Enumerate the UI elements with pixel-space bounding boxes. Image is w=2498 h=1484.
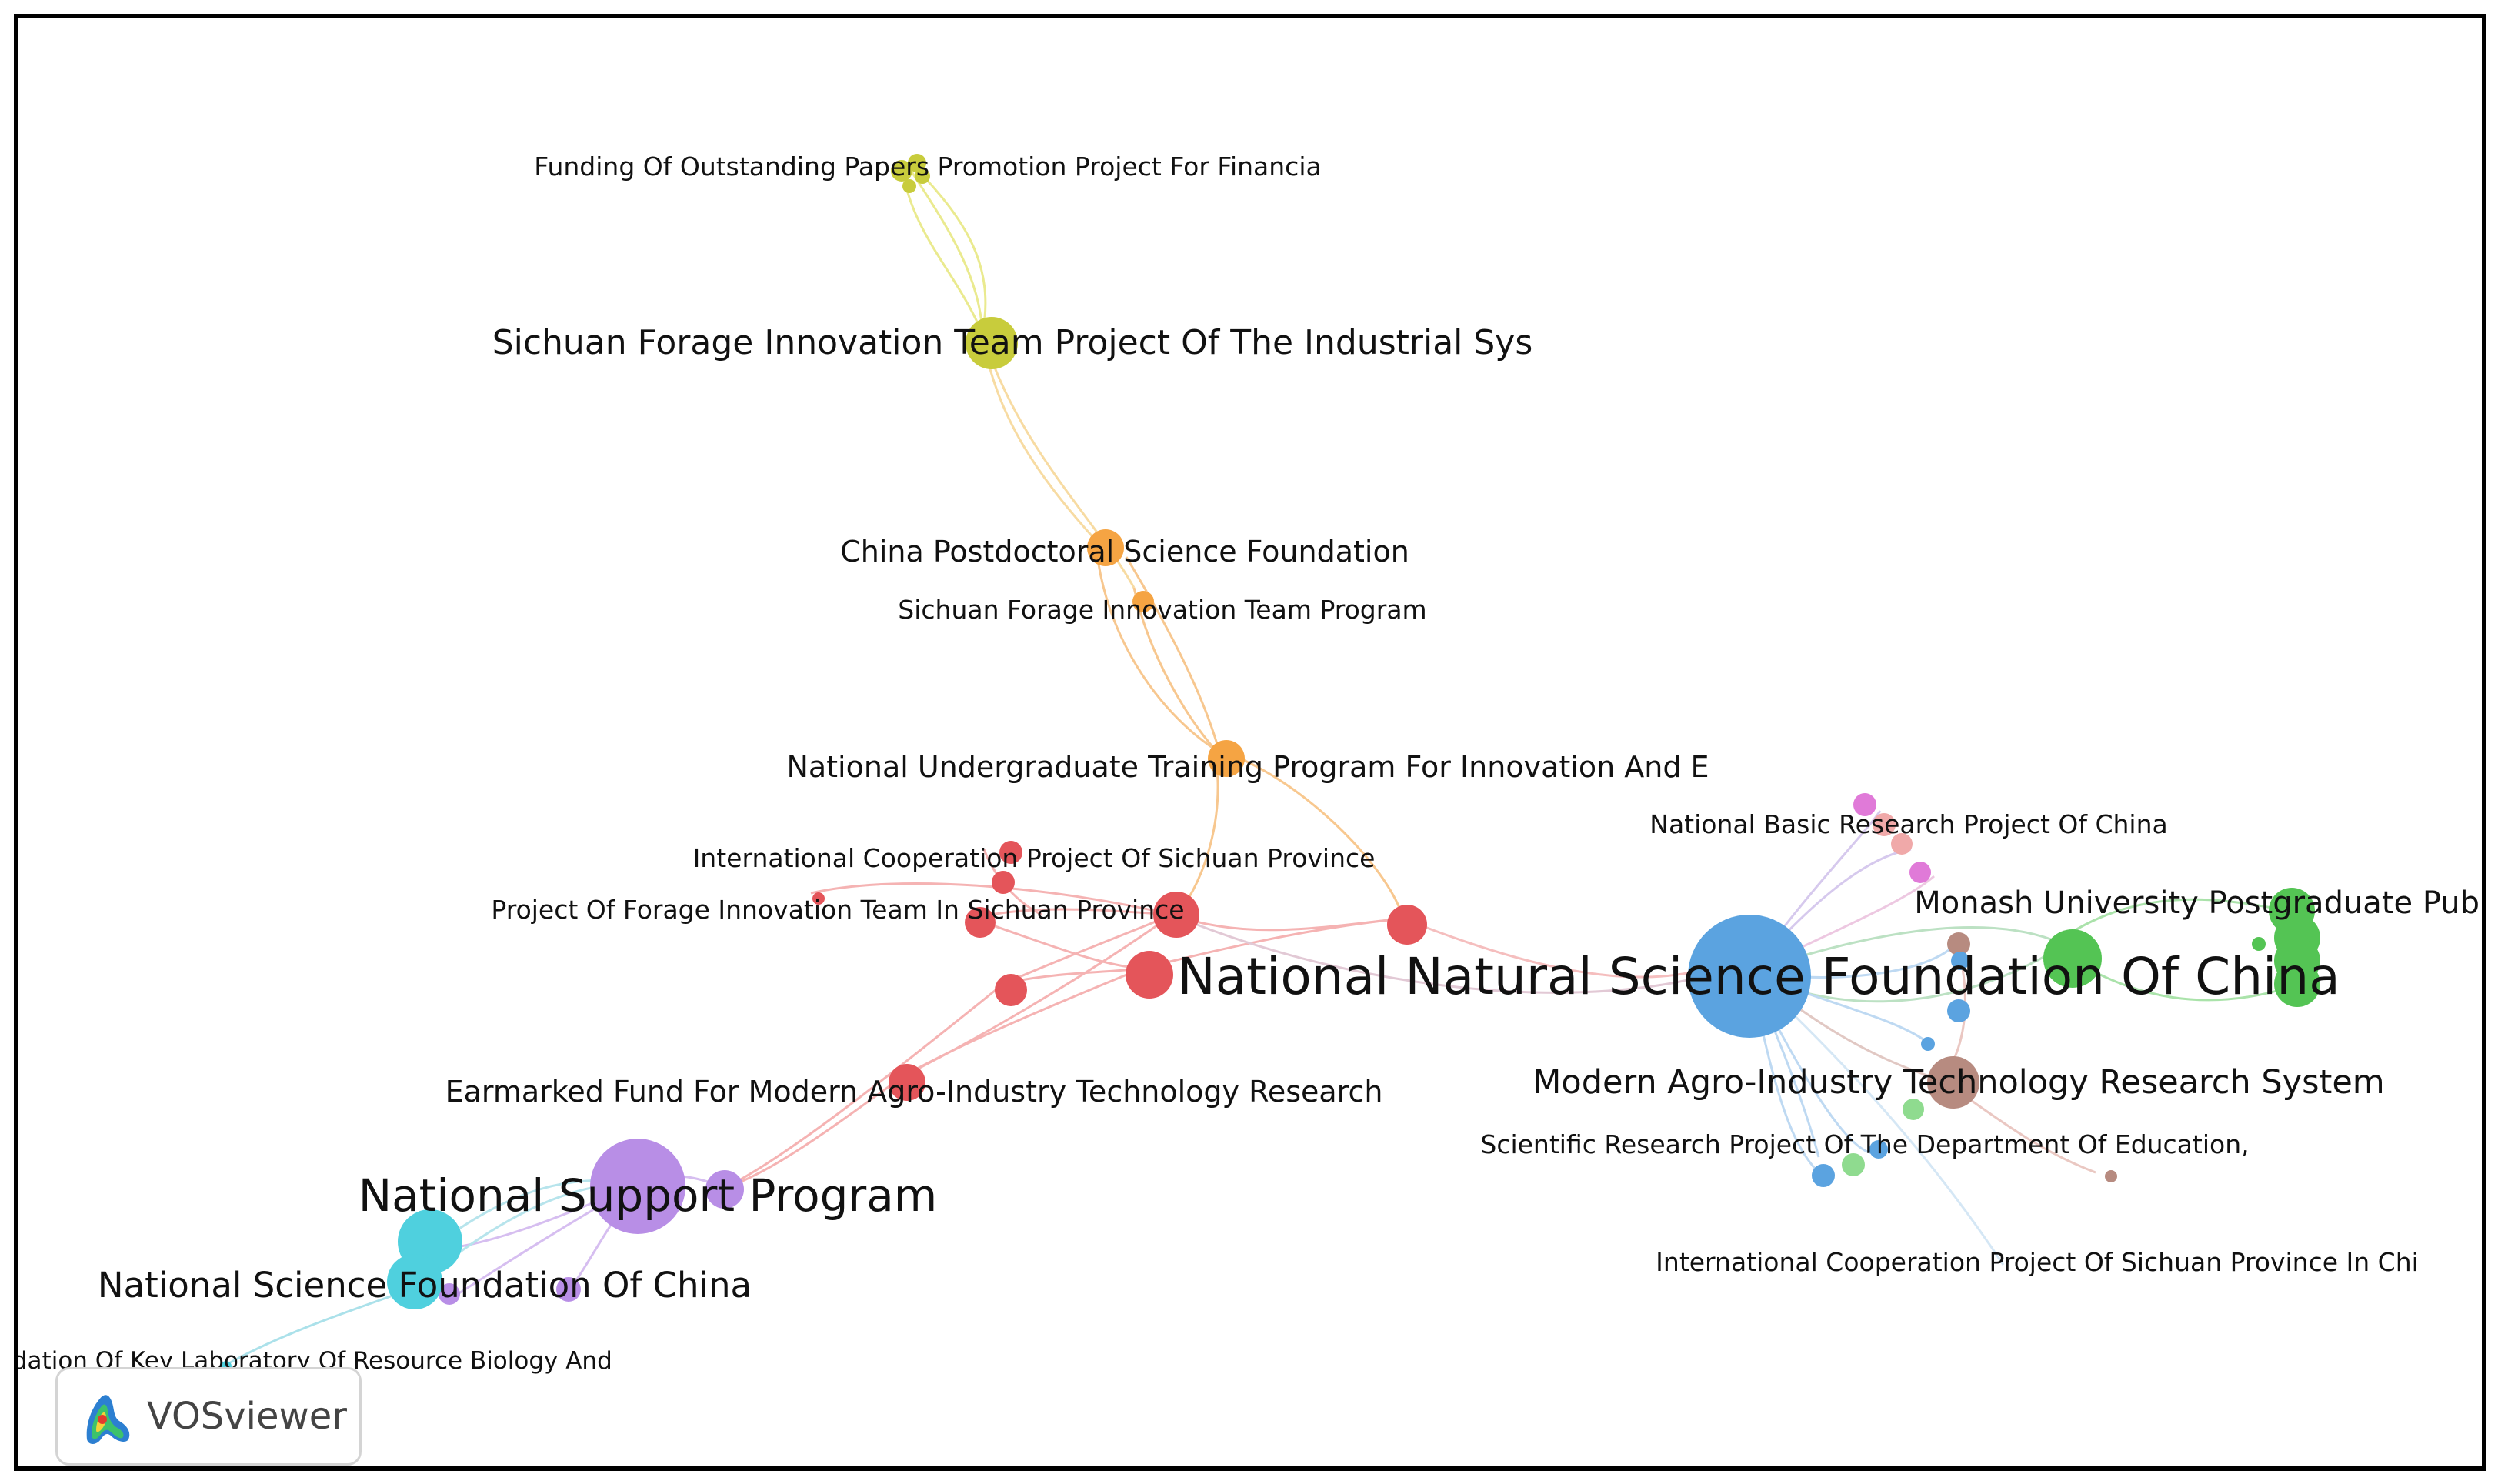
label-funding: Funding Of Outstanding Papers Promotion …	[534, 152, 1321, 182]
edge-cpsf-nutp-2	[1125, 556, 1220, 750]
node-monash-hub[interactable]	[2043, 929, 2102, 988]
network-canvas: Funding Of Outstanding Papers Promotion …	[14, 14, 2486, 1471]
edge-red-2	[972, 908, 1173, 920]
node-blue-d[interactable]	[1869, 1140, 1888, 1159]
node-blue-a[interactable]	[1951, 952, 1969, 970]
edge-nsf-fklrb	[225, 1286, 415, 1366]
vosviewer-badge: VOSviewer	[55, 1367, 362, 1466]
node-nnsfc[interactable]	[1688, 915, 1811, 1038]
node-nutp[interactable]	[1208, 740, 1245, 777]
edge-funding-sfit	[911, 163, 987, 335]
node-funding-4[interactable]	[902, 179, 916, 193]
edge-red-1	[810, 882, 1173, 916]
label-pfit: Project Of Forage Innovation Team In Sic…	[491, 895, 1184, 925]
node-cpsf[interactable]	[1087, 529, 1124, 566]
node-monash-5[interactable]	[2252, 937, 2266, 951]
label-nsf: National Science Foundation Of China	[98, 1265, 752, 1306]
edge-funding-sfit-3	[905, 164, 984, 335]
label-earm: Earmarked Fund For Modern Agro-Industry …	[445, 1075, 1383, 1109]
node-nbrp-2[interactable]	[1873, 813, 1896, 836]
node-funding-3[interactable]	[915, 168, 930, 184]
node-nsp[interactable]	[590, 1139, 685, 1234]
node-nsf-2[interactable]	[387, 1254, 442, 1309]
edge-red-3	[972, 917, 1142, 970]
node-icpsp[interactable]	[999, 841, 1022, 864]
vosviewer-brand-text: VOSviewer	[147, 1395, 348, 1438]
label-sfit: Sichuan Forage Innovation Team Project O…	[492, 323, 1533, 362]
edge-red-nsp	[724, 982, 1004, 1189]
label-sfitp: Sichuan Forage Innovation Team Program	[898, 595, 1426, 625]
node-funding-1[interactable]	[891, 160, 912, 182]
edge-earm-nsp	[724, 1075, 904, 1189]
node-red-e[interactable]	[1126, 951, 1173, 999]
node-blue-c[interactable]	[1921, 1037, 1935, 1051]
node-red-a[interactable]	[992, 871, 1015, 894]
node-monash-4[interactable]	[2274, 961, 2320, 1007]
node-nbrp-3[interactable]	[1891, 833, 1913, 855]
label-monash: Monash University Postgraduate Publica	[1914, 885, 2482, 921]
node-brown-a[interactable]	[1947, 932, 1970, 955]
label-icpsp: International Cooperation Project Of Sic…	[693, 843, 1376, 873]
edge-red-earm-2	[902, 913, 1173, 1078]
node-srpde[interactable]	[1812, 1164, 1835, 1187]
node-nbrp-4[interactable]	[1909, 862, 1931, 883]
bibliometric-network-map: Funding Of Outstanding Papers Promotion …	[18, 152, 2482, 1375]
label-nutp: National Undergraduate Training Program …	[786, 750, 1709, 784]
label-nnsfc: National Natural Science Foundation Of C…	[1177, 947, 2340, 1006]
node-sfitp[interactable]	[1132, 591, 1154, 612]
label-srpde: Scientific Research Project Of The Depar…	[1480, 1129, 2249, 1159]
label-icpspc: International Cooperation Project Of Sic…	[1656, 1247, 2419, 1277]
node-purple-a[interactable]	[705, 1170, 744, 1209]
edge-red-nnsfc-2	[1172, 913, 1719, 994]
node-pfit[interactable]	[812, 892, 825, 905]
label-cpsf: China Postdoctoral Science Foundation	[840, 535, 1409, 569]
label-nsp: National Support Program	[359, 1169, 938, 1222]
node-purple-b[interactable]	[556, 1277, 581, 1302]
node-earm[interactable]	[889, 1064, 925, 1101]
node-red-d[interactable]	[1387, 905, 1427, 945]
edge-cpsf-nutp	[1094, 539, 1216, 751]
node-red-c[interactable]	[1153, 892, 1199, 938]
edge-red-nnsfc	[1402, 917, 1719, 979]
edge-sfitp-nutp	[1132, 587, 1216, 750]
node-funding-2[interactable]	[908, 154, 926, 172]
edge-nutp-red2	[1214, 748, 1405, 919]
node-green-s2[interactable]	[1842, 1153, 1865, 1176]
node-red-f[interactable]	[995, 974, 1027, 1006]
edge-red-7	[1141, 917, 1404, 970]
node-purple-c[interactable]	[439, 1283, 460, 1305]
node-blue-b[interactable]	[1947, 999, 1970, 1022]
node-modern[interactable]	[1927, 1056, 1979, 1109]
edge-monash-1	[2056, 898, 2289, 943]
node-red-b[interactable]	[965, 907, 996, 938]
vosviewer-logo-icon	[86, 1395, 130, 1444]
node-sfit[interactable]	[966, 317, 1018, 369]
node-brown-b[interactable]	[2105, 1170, 2117, 1182]
label-modern: Modern Agro-Industry Technology Research…	[1532, 1063, 2384, 1102]
node-green-s1[interactable]	[1903, 1099, 1924, 1120]
label-nbrp: National Basic Research Project Of China	[1649, 809, 2167, 839]
node-nbrp-1[interactable]	[1853, 793, 1876, 816]
